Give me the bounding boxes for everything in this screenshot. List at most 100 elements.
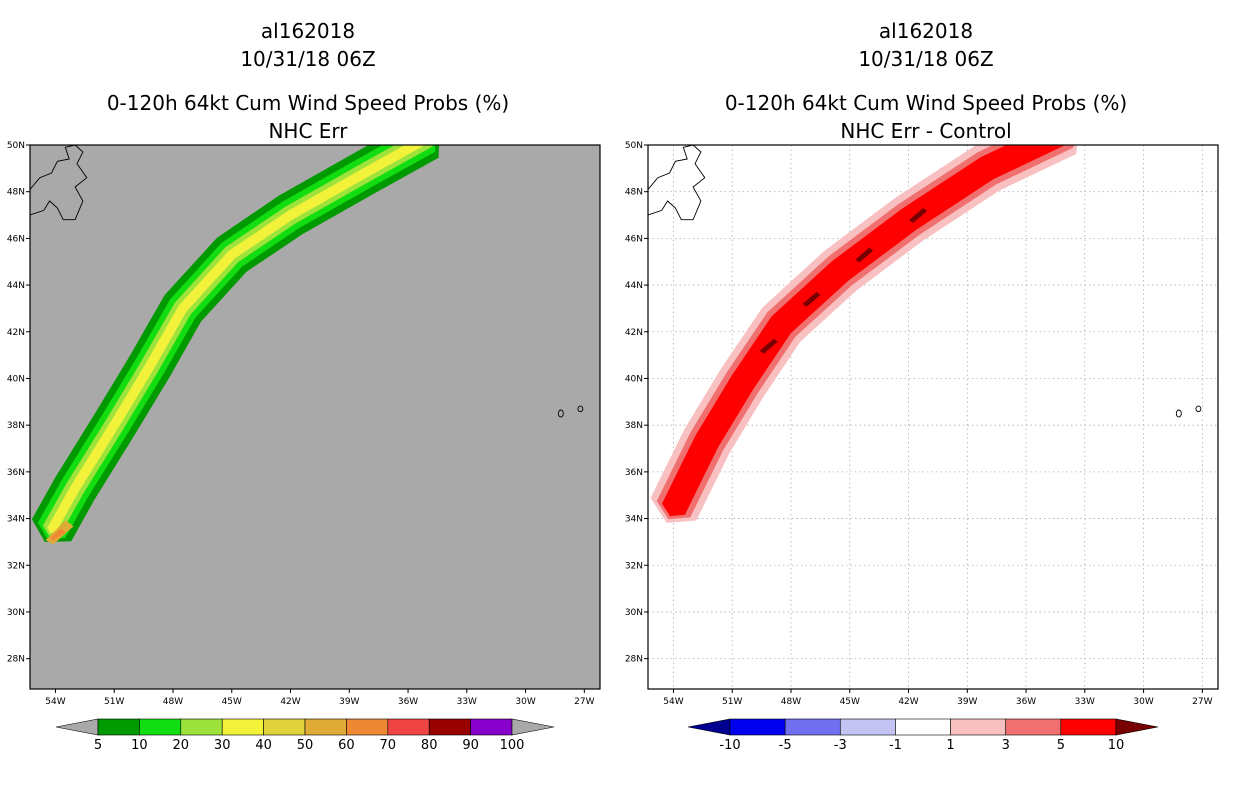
left-plot-frame [29,144,601,690]
left-ytick-label-11: 28N [7,655,25,665]
left-colorbar-box-4 [263,718,306,736]
right-ytick-label-5: 40N [625,374,643,384]
right-colorbar-label-7: 10 [1108,738,1125,753]
left-coastline-newfoundland [30,145,88,221]
right-panel: al162018 10/31/18 06Z 0-120h 64kt Cum Wi… [625,19,1219,753]
left-ytick-label-8: 34N [7,515,25,525]
left-colorbar-label-9: 90 [462,738,479,753]
right-xtick-label-7: 33W [1075,697,1095,707]
left-ytick-label-5: 40N [7,374,25,384]
right-ytick-label-4: 42N [625,328,643,338]
left-xtick-label-8: 30W [515,697,535,707]
right-hotspot-gt10-1 [802,291,821,307]
right-ytick-label-3: 44N [625,281,643,291]
left-ytick-label-9: 32N [7,561,25,571]
right-xtick-label-1: 51W [722,697,742,707]
left-colorbar-box-7 [387,718,430,736]
right-colorbar-label-3: -1 [889,738,902,753]
left-xtick-label-7: 33W [457,697,477,707]
left-ytick-label-4: 42N [7,328,25,338]
left-colorbar-box-9 [470,718,513,736]
left-coastline-azores-0 [557,409,564,418]
right-ytick-label-8: 34N [625,515,643,525]
right-xtick-label-8: 30W [1133,697,1153,707]
right-title-line-3: 0-120h 64kt Cum Wind Speed Probs (%) [725,91,1127,115]
right-ytick-label-10: 30N [625,608,643,618]
right-title-line-4: NHC Err - Control [840,119,1011,143]
right-hotspot-gt10-3 [909,208,928,224]
left-ytick-label-0: 50N [7,141,25,151]
left-ytick-label-6: 38N [7,421,25,431]
right-colorbar-label-1: -5 [779,738,792,753]
left-colorbar-label-1: 10 [131,738,148,753]
left-panel: al162018 10/31/18 06Z 0-120h 64kt Cum Wi… [7,19,601,753]
left-colorbar-label-8: 80 [421,738,438,753]
right-xtick-label-0: 54W [663,697,683,707]
right-colorbar-box-5 [1005,718,1062,736]
left-colorbar-label-7: 70 [380,738,397,753]
right-colorbar-box-2 [839,718,896,736]
right-colorbar-box-3 [895,718,951,736]
right-coastline-azores-1 [1195,405,1202,413]
right-ytick-label-1: 48N [625,188,643,198]
right-ytick-label-11: 28N [625,655,643,665]
right-xtick-label-6: 36W [1016,697,1036,707]
right-title-line-2: 10/31/18 06Z [858,47,993,71]
right-xtick-label-3: 45W [840,697,860,707]
left-xtick-label-3: 45W [222,697,242,707]
right-colorbar-upper-arrow [1115,718,1159,736]
right-band-5-10 [662,145,1066,517]
left-xtick-label-1: 51W [104,697,124,707]
right-xtick-label-9: 27W [1192,697,1212,707]
left-title-line-3: 0-120h 64kt Cum Wind Speed Probs (%) [107,91,509,115]
left-colorbar-box-5 [304,718,347,736]
right-coastline-azores-0 [1175,409,1182,418]
right-xtick-label-2: 48W [781,697,801,707]
left-colorbar-box-6 [346,718,389,736]
left-colorbar-label-0: 5 [94,738,102,753]
right-colorbar-box-4 [950,718,1007,736]
right-hotspot-gt10-0 [759,338,778,354]
left-hotspot-70 [49,528,66,541]
right-colorbar-box-1 [784,718,841,736]
right-ytick-label-0: 50N [625,141,643,151]
left-plot-area [30,145,600,689]
right-xtick-label-4: 42W [898,697,918,707]
left-coastline-azores-1 [577,405,584,413]
right-ytick-label-6: 38N [625,421,643,431]
left-colorbar-label-4: 40 [255,738,272,753]
left-colorbar-label-6: 60 [338,738,355,753]
left-ytick-label-2: 46N [7,234,25,244]
right-colorbar-box-6 [1060,718,1117,736]
left-colorbar-upper-arrow [511,718,555,736]
left-title-line-4: NHC Err [268,119,348,143]
left-colorbar-box-8 [428,718,471,736]
right-colorbar-label-6: 5 [1057,738,1065,753]
left-colorbar-lower-arrow [55,718,99,736]
left-xtick-label-6: 36W [398,697,418,707]
left-xtick-label-4: 42W [280,697,300,707]
right-hotspot-gt10-2 [855,247,874,263]
left-colorbar-label-10: 100 [500,738,525,753]
right-colorbar-label-5: 3 [1002,738,1010,753]
right-ytick-label-2: 46N [625,234,643,244]
right-plot-area [648,145,1218,689]
left-title-line-1: al162018 [261,19,355,43]
right-colorbar-label-2: -3 [834,738,847,753]
left-xtick-label-9: 27W [574,697,594,707]
left-xtick-label-5: 39W [339,697,359,707]
right-colorbar-label-0: -10 [719,738,740,753]
left-colorbar-box-0 [97,718,140,736]
right-colorbar-label-4: 1 [946,738,954,753]
right-plot-frame [647,144,1219,690]
left-xtick-label-2: 48W [163,697,183,707]
left-ytick-label-1: 48N [7,188,25,198]
right-colorbar-lower-arrow [687,718,731,736]
right-coastline-newfoundland [648,145,706,221]
left-colorbar-label-2: 20 [173,738,190,753]
left-ytick-label-3: 44N [7,281,25,291]
left-colorbar-label-5: 50 [297,738,314,753]
left-colorbar-box-3 [221,718,264,736]
left-ytick-label-7: 36N [7,468,25,478]
